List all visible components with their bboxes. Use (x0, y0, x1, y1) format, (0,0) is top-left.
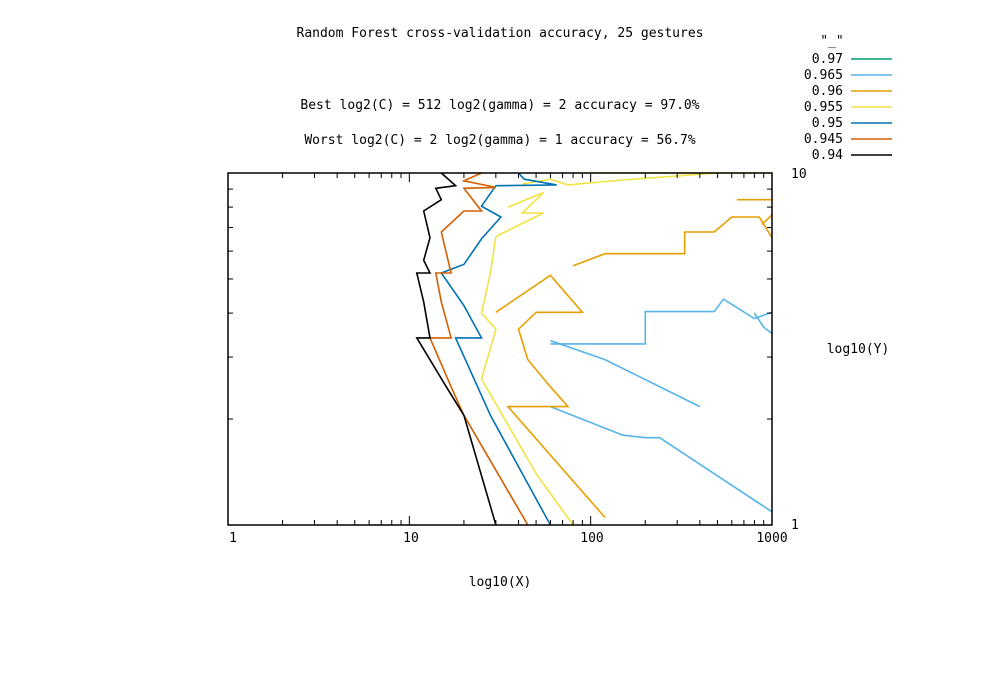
x-tick-label: 100 (580, 531, 603, 546)
y-tick-label: 1 (791, 518, 799, 533)
contour-line-0-965 (550, 405, 773, 513)
contour-lines (415, 172, 773, 526)
y-axis-label: log10(Y) (827, 342, 890, 357)
contour-line-0-965 (550, 339, 701, 408)
legend-label: 0.945 (804, 132, 843, 147)
legend-label: 0.97 (812, 52, 843, 67)
legend-label: 0.94 (812, 148, 843, 163)
contour-line-0-945 (428, 172, 529, 526)
axis-ticks (228, 173, 773, 525)
legend-label: 0.96 (812, 84, 843, 99)
legend-label: 0.965 (804, 68, 843, 83)
contour-line-0-94 (415, 172, 497, 526)
best-annotation: Best log2(C) = 512 log2(gamma) = 2 accur… (300, 98, 699, 113)
legend-label: 0.95 (812, 116, 843, 131)
legend-label: 0.955 (804, 100, 843, 115)
contour-line-0-965 (550, 298, 773, 345)
plot-border (227, 172, 773, 526)
x-tick-label: 10 (403, 531, 419, 546)
legend-title: "_" (820, 34, 843, 49)
contour-line-0-955 (522, 172, 718, 186)
y-tick-label: 10 (791, 167, 807, 182)
chart-title: Random Forest cross-validation accuracy,… (297, 26, 704, 41)
x-tick-label: 1000 (756, 531, 787, 546)
x-axis-label: log10(X) (469, 575, 532, 590)
contour-line-0-955 (480, 191, 574, 526)
contour-line-0-95 (440, 172, 557, 526)
worst-annotation: Worst log2(C) = 2 log2(gamma) = 1 accura… (304, 133, 696, 148)
contour-line-0-965 (753, 312, 773, 335)
x-tick-label: 1 (229, 531, 237, 546)
contour-line-0-96 (761, 214, 773, 225)
contour-line-0-96 (572, 216, 773, 267)
contour-line-0-96 (495, 274, 606, 519)
